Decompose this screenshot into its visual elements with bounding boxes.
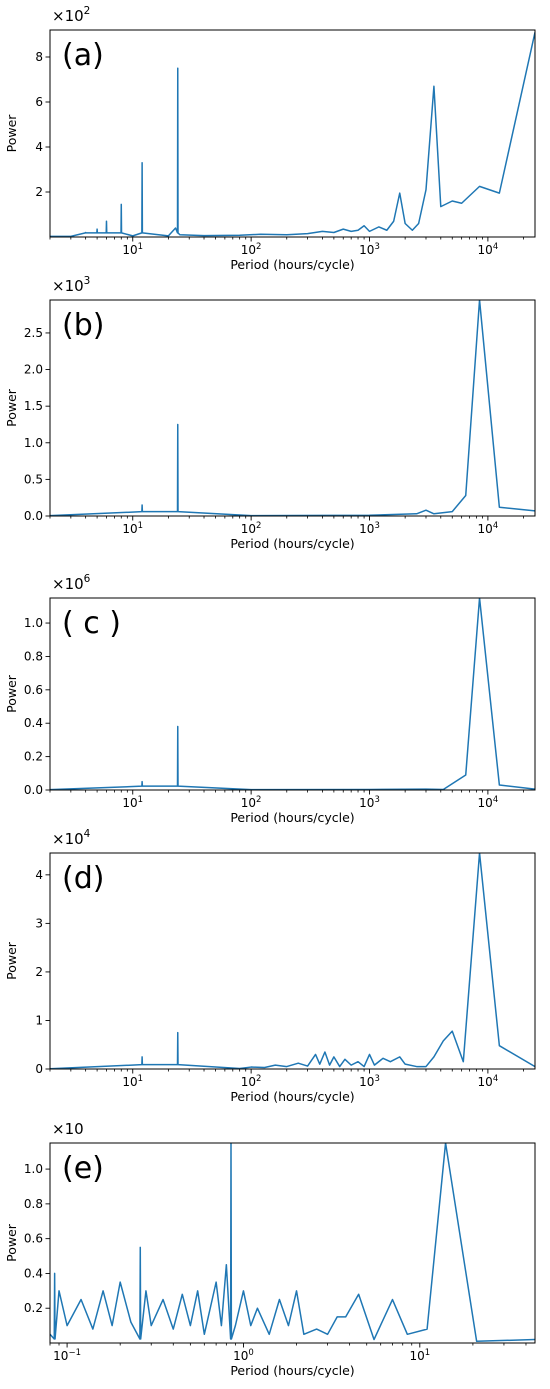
y-tick-label: 0 bbox=[35, 1062, 43, 1076]
x-tick-label: 104 bbox=[478, 521, 499, 536]
y-axis-label: Power bbox=[4, 941, 19, 980]
y-axis-label: Power bbox=[4, 114, 19, 153]
y-tick-label: 0.4 bbox=[24, 716, 43, 730]
y-scale-offset: ×104 bbox=[52, 828, 91, 848]
x-tick-label: 103 bbox=[359, 242, 380, 257]
y-tick-label: 0.8 bbox=[24, 649, 43, 663]
axes-frame bbox=[49, 597, 536, 791]
x-tick-label: 104 bbox=[478, 242, 499, 257]
y-tick-label: 1 bbox=[35, 1013, 43, 1027]
y-tick-label: 1.0 bbox=[24, 436, 43, 450]
panel-label: (e) bbox=[62, 1151, 104, 1186]
panel-label: (a) bbox=[62, 38, 104, 73]
y-axis-label: Power bbox=[4, 1223, 19, 1262]
y-tick-label: 0.2 bbox=[24, 750, 43, 764]
y-tick-label: 0.6 bbox=[24, 683, 43, 697]
y-scale-offset: ×10 bbox=[52, 1120, 84, 1138]
panel-d: 101 102 103 104 0 1 2 3 4 ×104 (d) Period (hours/cy… bbox=[4, 828, 536, 1104]
x-axis-label: Period (hours/cycle) bbox=[230, 1089, 354, 1104]
x-axis-label: Period (hours/cycle) bbox=[230, 257, 354, 272]
y-tick-label: 0.8 bbox=[24, 1197, 43, 1211]
x-tick-label: 104 bbox=[478, 1074, 499, 1089]
x-axis-label: Period (hours/cycle) bbox=[230, 536, 354, 551]
y-tick-label: 4 bbox=[35, 868, 43, 882]
x-tick-label: 101 bbox=[409, 1348, 430, 1363]
power-series-line bbox=[50, 853, 535, 1069]
y-tick-label: 4 bbox=[35, 140, 43, 154]
y-tick-label: 1.0 bbox=[24, 1162, 43, 1176]
y-tick-label: 1.5 bbox=[24, 399, 43, 413]
panel-label: ( c ) bbox=[62, 606, 121, 641]
y-tick-label: 0.6 bbox=[24, 1232, 43, 1246]
y-tick-label: 0.0 bbox=[24, 509, 43, 523]
panel-b: 101 102 103 104 0.0 0.5 1.0 1.5 2.0 2.5 ×103 (b) Per… bbox=[4, 275, 536, 551]
x-tick-label: 102 bbox=[241, 1074, 262, 1089]
y-axis-label: Power bbox=[4, 388, 19, 427]
power-series-line bbox=[50, 1143, 535, 1343]
x-tick-label: 104 bbox=[478, 795, 499, 810]
x-tick-label: 100 bbox=[233, 1348, 254, 1363]
y-tick-label: 2 bbox=[35, 185, 43, 199]
axes-frame bbox=[49, 852, 536, 1070]
panel-c: 101 102 103 104 0.0 0.2 0.4 0.6 0.8 1.0 ×106 ( c ) P… bbox=[4, 573, 536, 825]
x-axis-label: Period (hours/cycle) bbox=[230, 810, 354, 825]
x-tick-label: 101 bbox=[122, 242, 143, 257]
y-scale-offset: ×102 bbox=[52, 5, 90, 25]
axes-frame bbox=[49, 299, 536, 517]
panel-a: 101 102 103 104 2 4 6 8 ×102 (a) Period (hours/cyc… bbox=[4, 5, 536, 272]
power-series-line bbox=[50, 300, 535, 516]
y-tick-label: 2.5 bbox=[24, 326, 43, 340]
y-tick-label: 1.0 bbox=[24, 616, 43, 630]
x-tick-label: 103 bbox=[359, 521, 380, 536]
x-tick-label: 102 bbox=[241, 521, 262, 536]
y-tick-label: 0.4 bbox=[24, 1266, 43, 1280]
y-tick-label: 8 bbox=[35, 50, 43, 64]
panel-label: (b) bbox=[62, 308, 104, 343]
x-tick-label: 101 bbox=[122, 1074, 143, 1089]
power-series-line bbox=[50, 598, 535, 790]
y-tick-label: 0.0 bbox=[24, 783, 43, 797]
axes-frame bbox=[49, 29, 536, 238]
y-tick-label: 0.5 bbox=[24, 472, 43, 486]
y-scale-offset: ×106 bbox=[52, 573, 91, 593]
x-tick-label: 102 bbox=[241, 242, 262, 257]
x-tick-label: 101 bbox=[122, 521, 143, 536]
x-tick-label: 101 bbox=[122, 795, 143, 810]
panel-label: (d) bbox=[62, 861, 104, 896]
y-tick-label: 6 bbox=[35, 95, 43, 109]
x-tick-label: 102 bbox=[241, 795, 262, 810]
y-tick-label: 2 bbox=[35, 965, 43, 979]
y-axis-label: Power bbox=[4, 674, 19, 713]
x-tick-label: 10−1 bbox=[53, 1348, 81, 1363]
y-tick-label: 2.0 bbox=[24, 363, 43, 377]
axes-frame bbox=[49, 1142, 536, 1344]
x-tick-label: 103 bbox=[359, 1074, 380, 1089]
y-tick-label: 0.2 bbox=[24, 1301, 43, 1315]
y-scale-offset: ×103 bbox=[52, 275, 90, 295]
x-axis-label: Period (hours/cycle) bbox=[230, 1363, 354, 1378]
power-series-line bbox=[50, 32, 535, 237]
panel-e: 10−1 100 101 0.2 0.4 0.6 0.8 1.0 ×10 (e) Period (h… bbox=[4, 1120, 536, 1378]
x-tick-label: 103 bbox=[359, 795, 380, 810]
y-tick-label: 3 bbox=[35, 916, 43, 930]
